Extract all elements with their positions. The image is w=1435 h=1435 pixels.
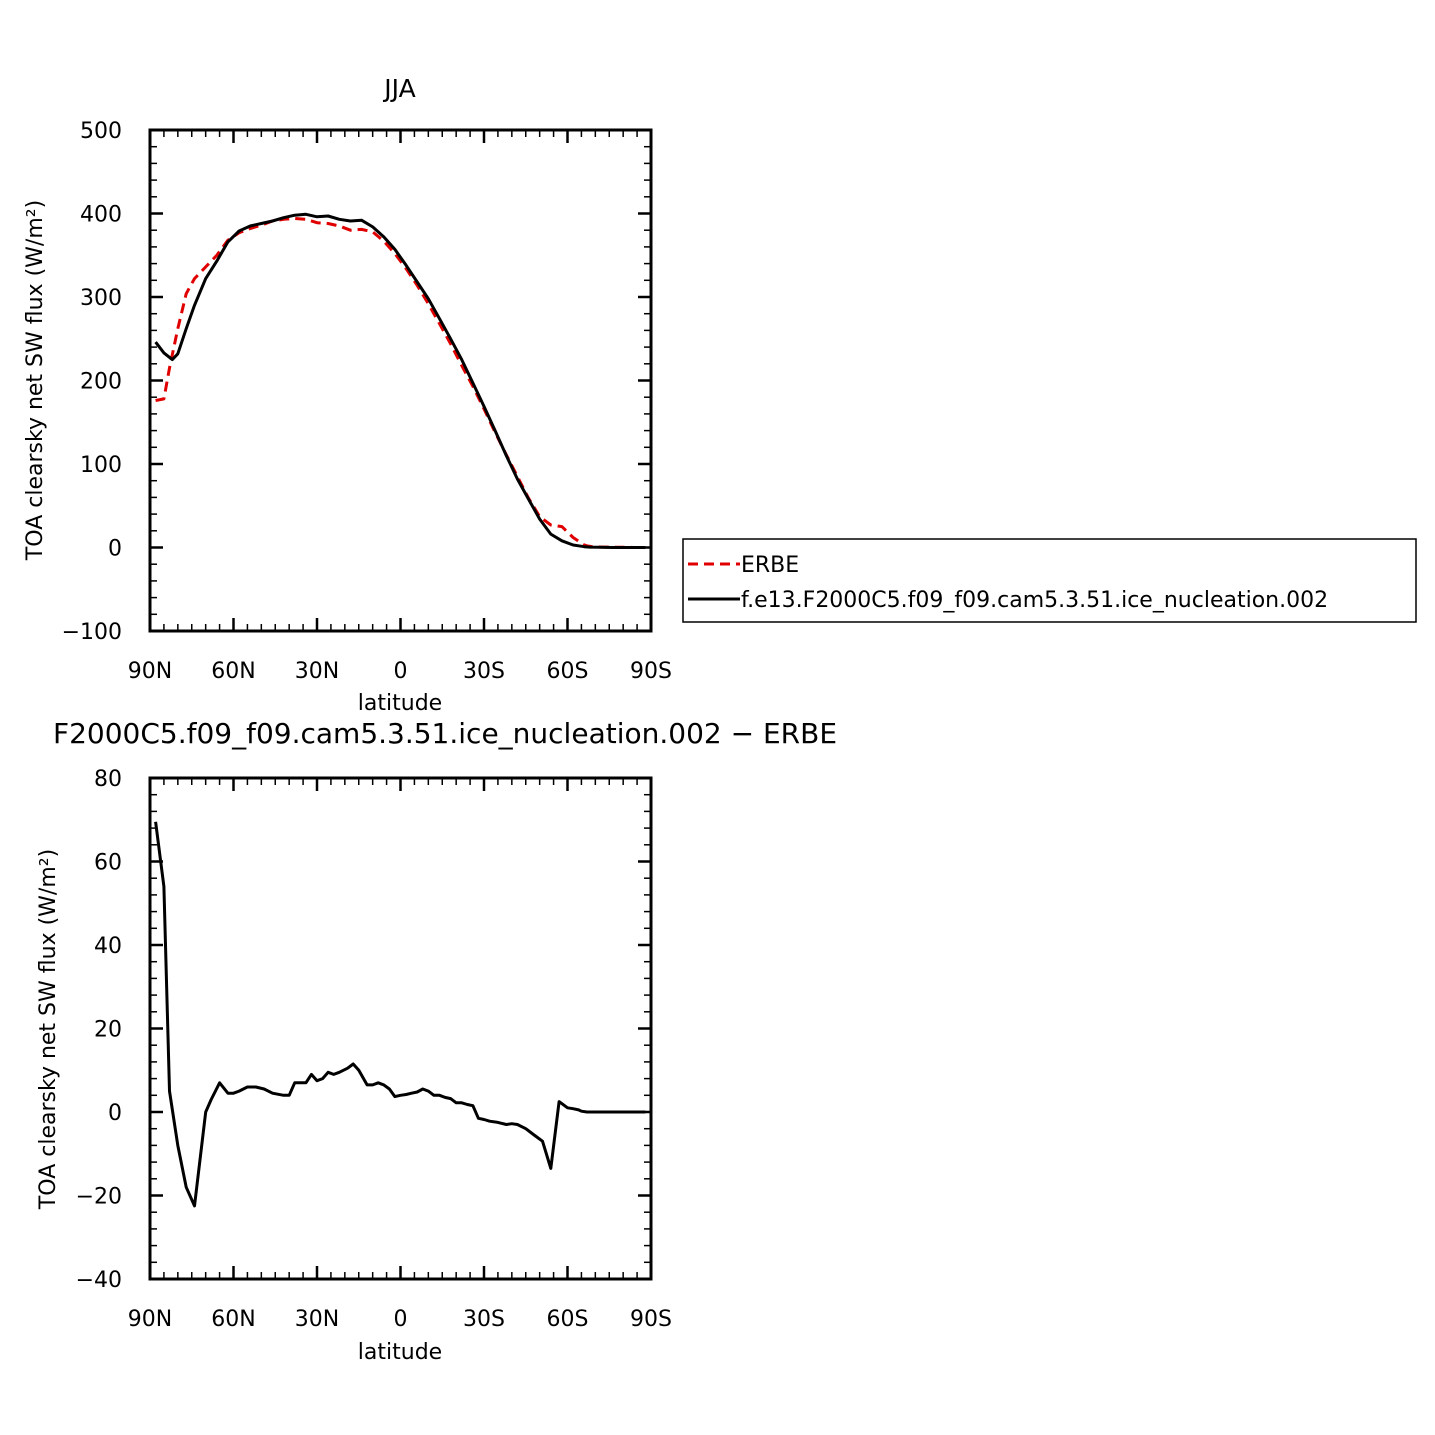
top-y-tick-label: 400 — [80, 203, 122, 228]
bottom-series-line-0 — [154, 821, 646, 1208]
bottom-plot-area: 90N 60N 30N 0 30S 60S 90S −40 −20 0 20 40 60 80 — [76, 767, 672, 1332]
top-panel-xlabel: latitude — [358, 691, 442, 716]
bottom-x-tick-label: 90S — [630, 1307, 672, 1332]
top-x-tick-label: 0 — [394, 659, 408, 684]
bottom-y-tick-label: 20 — [94, 1018, 122, 1043]
bottom-y-tick-label: 80 — [94, 767, 122, 792]
top-x-tick-label: 90S — [630, 659, 672, 684]
legend-model-label: f.e13.F2000C5.f09_f09.cam5.3.51.ice_nucl… — [741, 588, 1328, 613]
top-x-tick-label: 30N — [295, 659, 339, 684]
top-y-tick-label: 0 — [108, 537, 122, 562]
top-panel-title: JJA — [382, 74, 415, 103]
bottom-x-tick-label: 60S — [547, 1307, 589, 1332]
top-y-tick-label: 100 — [80, 453, 122, 478]
bottom-x-tick-label: 60N — [211, 1307, 255, 1332]
bottom-panel-title: F2000C5.f09_f09.cam5.3.51.ice_nucleation… — [53, 717, 837, 750]
top-series-line-0 — [155, 217, 646, 549]
bottom-y-tick-label: 60 — [94, 851, 122, 876]
top-x-tick-label: 90N — [128, 659, 172, 684]
bottom-y-tick-label: −20 — [76, 1185, 122, 1210]
top-x-tick-label: 60N — [211, 659, 255, 684]
bottom-x-tick-label: 30N — [295, 1307, 339, 1332]
bottom-y-tick-label: 40 — [94, 934, 122, 959]
top-x-tick-label: 30S — [463, 659, 505, 684]
top-y-tick-label: 500 — [80, 119, 122, 144]
bottom-panel-xlabel: latitude — [358, 1340, 442, 1365]
bottom-panel-ylabel: TOA clearsky net SW flux (W/m²) — [36, 849, 61, 1210]
top-y-tick-label: −100 — [62, 620, 122, 645]
bottom-x-tick-label: 30S — [463, 1307, 505, 1332]
top-panel-ylabel: TOA clearsky net SW flux (W/m²) — [23, 200, 48, 561]
bottom-plot-frame — [148, 776, 653, 1281]
bottom-y-tick-label: 0 — [108, 1101, 122, 1126]
top-panel: JJA latitude TOA clearsky net SW flux (W… — [23, 74, 672, 716]
bottom-y-tick-label: −40 — [76, 1268, 122, 1293]
bottom-panel: F2000C5.f09_f09.cam5.3.51.ice_nucleation… — [36, 717, 837, 1365]
top-y-tick-label: 300 — [80, 286, 122, 311]
top-y-tick-label: 200 — [80, 370, 122, 395]
legend-box — [682, 538, 1417, 623]
legend: ERBE f.e13.F2000C5.f09_f09.cam5.3.51.ice… — [682, 538, 1417, 623]
legend-erbe-label: ERBE — [741, 553, 799, 578]
bottom-x-tick-label: 0 — [394, 1307, 408, 1332]
top-x-tick-label: 60S — [547, 659, 589, 684]
bottom-x-tick-label: 90N — [128, 1307, 172, 1332]
top-series-line-1 — [154, 212, 646, 549]
top-plot-frame — [148, 128, 653, 633]
top-plot-area: 90N 60N 30N 0 30S 60S 90S −100 0 100 200 300 400 500 — [62, 119, 672, 684]
